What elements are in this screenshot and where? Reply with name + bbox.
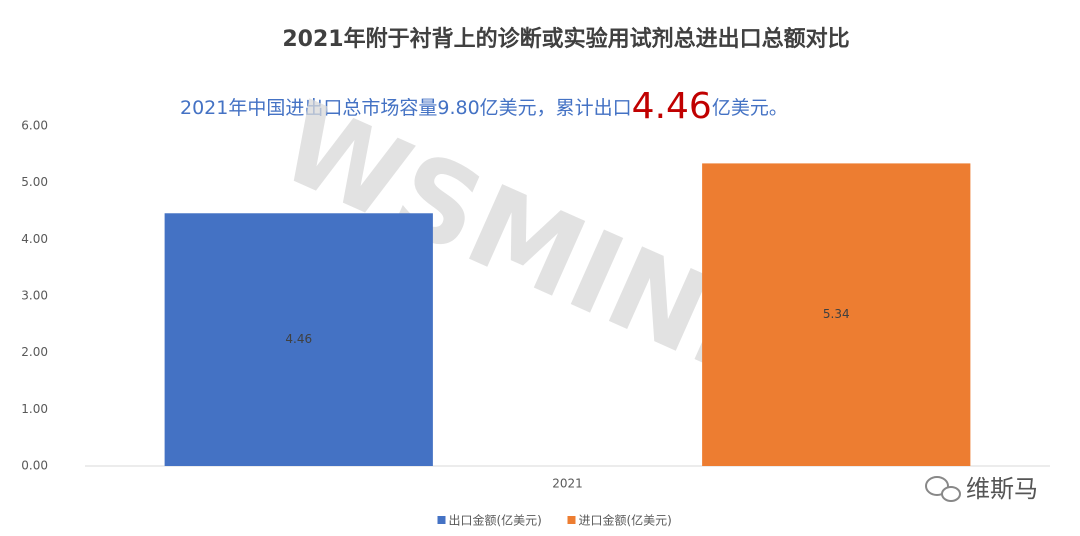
legend-swatch xyxy=(437,516,446,524)
chart-title: 2021年附于衬背上的诊断或实验用试剂总进出口总额对比 xyxy=(282,26,849,52)
data-label: 4.46 xyxy=(285,332,312,346)
legend-label: 进口金额(亿美元) xyxy=(579,513,672,528)
logo-icon xyxy=(925,476,949,496)
annotation-highlight: 4.46 xyxy=(632,86,712,127)
annotation: 2021年中国进出口总市场容量9.80亿美元，累计出口4.46亿美元。 xyxy=(180,86,788,127)
logo-text: 维斯马 xyxy=(966,475,1038,503)
bar xyxy=(702,163,971,466)
x-tick-label: 2021 xyxy=(552,477,583,491)
bar xyxy=(164,213,433,466)
logo-icon xyxy=(941,486,961,502)
y-tick-label: 0.00 xyxy=(21,459,48,473)
y-tick-label: 2.00 xyxy=(21,345,48,359)
y-tick-label: 3.00 xyxy=(21,289,48,303)
y-tick-label: 6.00 xyxy=(21,119,48,133)
logo: 维斯马 xyxy=(925,475,1038,503)
annotation-text: 2021年中国进出口总市场容量9.80亿美元，累计出口 xyxy=(180,97,632,119)
y-tick-label: 4.00 xyxy=(21,232,48,246)
data-label: 5.34 xyxy=(823,307,850,321)
annotation-text: 亿美元。 xyxy=(712,97,788,119)
legend-swatch xyxy=(567,516,576,524)
y-tick-label: 1.00 xyxy=(21,402,48,416)
y-tick-label: 5.00 xyxy=(21,175,48,189)
legend-label: 出口金额(亿美元) xyxy=(449,513,542,528)
